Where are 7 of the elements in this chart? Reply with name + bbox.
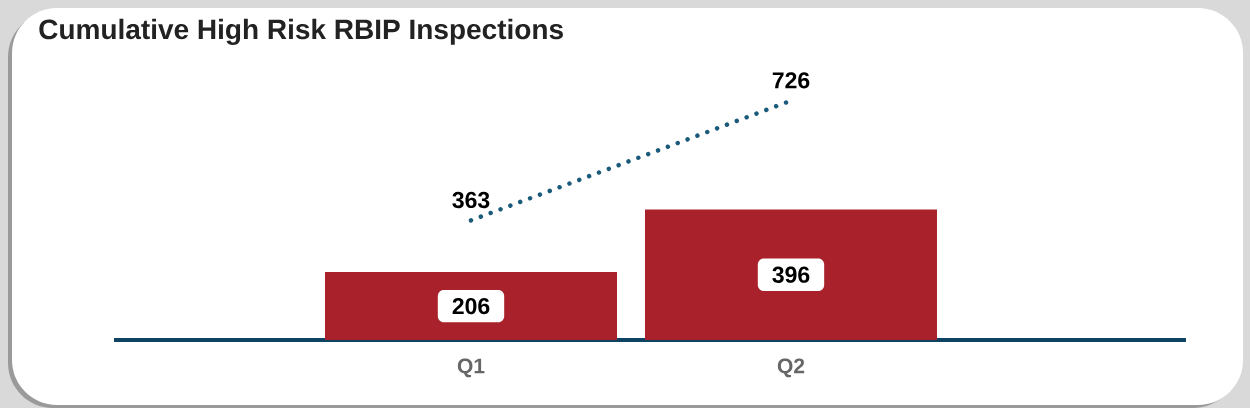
data-label: 396 [772,266,810,283]
x-tick-label: Q2 [777,358,805,378]
data-label: 206 [452,297,490,315]
x-tick-label: Q1 [457,358,485,378]
chart-title: Cumulative High Risk RBIP Inspections [39,18,563,45]
data-label: 363 [452,191,490,209]
data-label: 726 [772,72,810,89]
